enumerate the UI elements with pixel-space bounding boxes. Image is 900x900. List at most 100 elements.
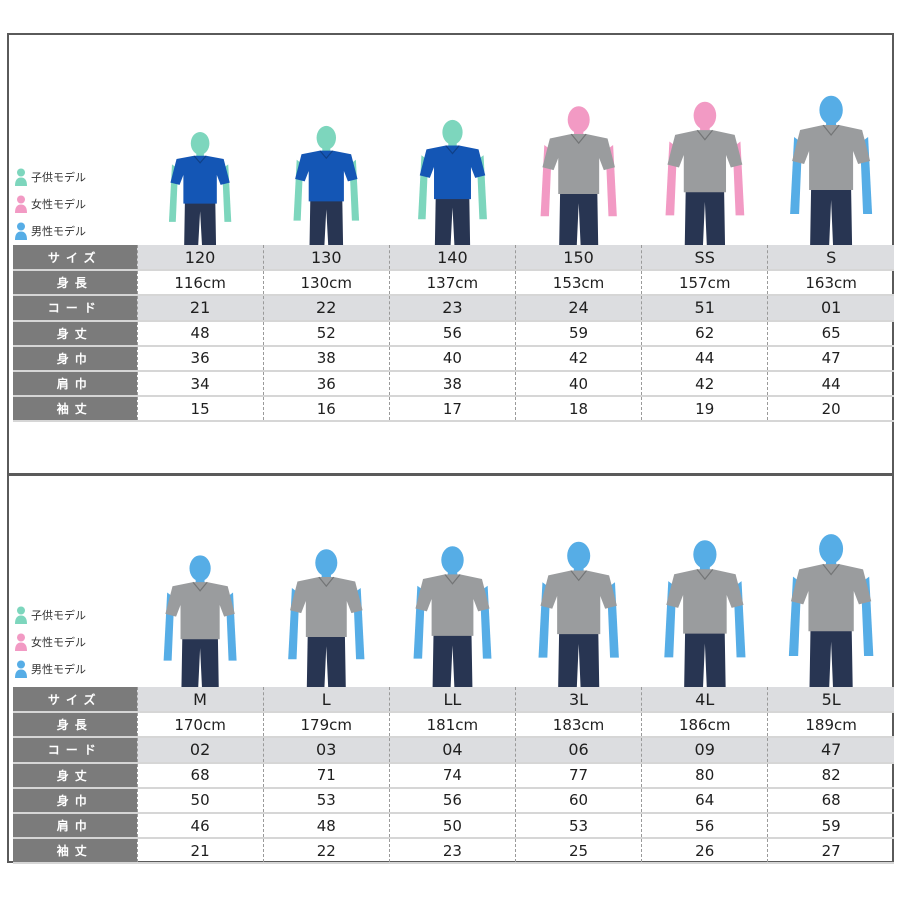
model-figure-female: [540, 106, 617, 245]
height-cell: 186cm: [641, 712, 768, 739]
row-label-sleeve: 袖丈: [13, 838, 137, 865]
length-cell: 68: [136, 762, 264, 789]
code-cell: 47: [767, 737, 894, 764]
collar: [696, 129, 714, 141]
size-cell: S: [767, 245, 894, 272]
child-figure-icon: [15, 606, 27, 624]
chest-cell: 68: [767, 787, 894, 814]
head: [315, 549, 338, 577]
head: [567, 541, 591, 570]
legend-label-child: 子供モデル: [31, 170, 86, 184]
chest-cell: 53: [262, 787, 390, 814]
shoulder-row: 肩巾 46 48 50 53 56 59: [13, 812, 894, 840]
model-figure-female: [665, 101, 745, 245]
sleeve-cell: 21: [136, 838, 264, 865]
row-label-sleeve: 袖丈: [13, 396, 137, 423]
height-row: 身長 116cm 130cm 137cm 153cm 157cm 163cm: [13, 270, 894, 297]
collar: [318, 576, 335, 588]
legend-item-child: 子供モデル: [14, 163, 86, 190]
chest-cell: 60: [514, 787, 642, 814]
female-figure-icon: [15, 195, 27, 213]
head: [189, 555, 211, 582]
polo-shirt: [790, 564, 872, 632]
chest-cell: 42: [514, 345, 642, 372]
model-figures-row: [137, 476, 892, 688]
model-figure-male: [288, 549, 365, 688]
chest-row: 身巾 50 53 56 60 64 68: [13, 787, 894, 814]
row-label-chest: 身巾: [13, 345, 137, 372]
height-cell: 116cm: [136, 270, 264, 297]
code-cell: 02: [136, 737, 264, 764]
female-figure-icon: [15, 633, 27, 651]
shoulder-cell: 46: [136, 812, 264, 840]
pants: [181, 637, 219, 688]
pants: [309, 199, 344, 245]
size-cell: M: [136, 687, 264, 714]
head: [819, 95, 843, 125]
chest-cell: 38: [262, 345, 390, 372]
head: [190, 131, 210, 155]
height-cell: 181cm: [388, 712, 516, 739]
polo-shirt: [540, 570, 617, 635]
pants: [432, 633, 473, 688]
height-cell: 153cm: [514, 270, 642, 297]
model-figure-male: [790, 95, 873, 245]
row-label-code: コード: [13, 737, 137, 764]
size-row: サイズ M L LL 3L 4L 5L: [13, 687, 894, 714]
polo-shirt: [792, 125, 871, 190]
head: [442, 119, 463, 145]
length-row: 身丈 68 71 74 77 80 82: [13, 762, 894, 789]
pants: [306, 634, 346, 688]
row-label-length: 身丈: [13, 762, 137, 789]
length-cell: 62: [641, 320, 768, 347]
legend-item-female: 女性モデル: [14, 628, 86, 655]
model-figures-illustration: [168, 95, 873, 245]
legend-item-female: 女性モデル: [14, 190, 86, 217]
length-cell: 80: [641, 762, 768, 789]
size-table-kids-women: サイズ 120 130 140 150 SS S 身長 116cm 130cm …: [13, 245, 894, 423]
collar: [822, 563, 840, 576]
height-cell: 157cm: [641, 270, 768, 297]
size-cell: 120: [136, 245, 264, 272]
row-label-length: 身丈: [13, 320, 137, 347]
child-figure-icon: [15, 168, 27, 186]
sleeve-cell: 25: [514, 838, 642, 865]
size-cell: 150: [514, 245, 642, 272]
size-cell: 140: [388, 245, 516, 272]
length-cell: 82: [767, 762, 894, 789]
chest-cell: 44: [641, 345, 768, 372]
shoulder-cell: 44: [767, 370, 894, 398]
collar: [445, 145, 460, 155]
model-figures-illustration: [163, 534, 874, 688]
code-cell: 04: [388, 737, 516, 764]
model-figure-child: [418, 119, 487, 245]
head: [316, 125, 337, 150]
collar: [444, 574, 461, 585]
height-cell: 163cm: [767, 270, 894, 297]
sleeve-cell: 15: [136, 396, 264, 423]
height-cell: 137cm: [388, 270, 516, 297]
code-cell: 09: [641, 737, 768, 764]
size-table-men: サイズ M L LL 3L 4L 5L 身長 170cm 179cm 181cm…: [13, 687, 894, 865]
height-cell: 179cm: [262, 712, 390, 739]
pants: [684, 190, 726, 245]
shoulder-cell: 56: [641, 812, 768, 840]
polo-shirt: [165, 582, 235, 640]
shoulder-cell: 50: [388, 812, 516, 840]
shoulder-cell: 38: [388, 370, 516, 398]
shoulder-cell: 36: [262, 370, 390, 398]
polo-shirt: [667, 130, 743, 193]
size-chart-panel-kids-women: 子供モデル 女性モデル 男性モデル サイズ 120 130 140 150 SS…: [7, 33, 894, 475]
size-row: サイズ 120 130 140 150 SS S: [13, 245, 894, 272]
model-figure-child: [168, 131, 232, 245]
row-label-height: 身長: [13, 712, 137, 739]
height-cell: 183cm: [514, 712, 642, 739]
legend-item-child: 子供モデル: [14, 601, 86, 628]
pants: [684, 631, 726, 688]
chest-cell: 56: [388, 787, 516, 814]
row-label-size: サイズ: [13, 687, 137, 714]
model-legend: 子供モデル 女性モデル 男性モデル: [14, 601, 86, 682]
legend-label-male: 男性モデル: [31, 224, 86, 238]
collar: [570, 570, 588, 582]
length-cell: 59: [514, 320, 642, 347]
